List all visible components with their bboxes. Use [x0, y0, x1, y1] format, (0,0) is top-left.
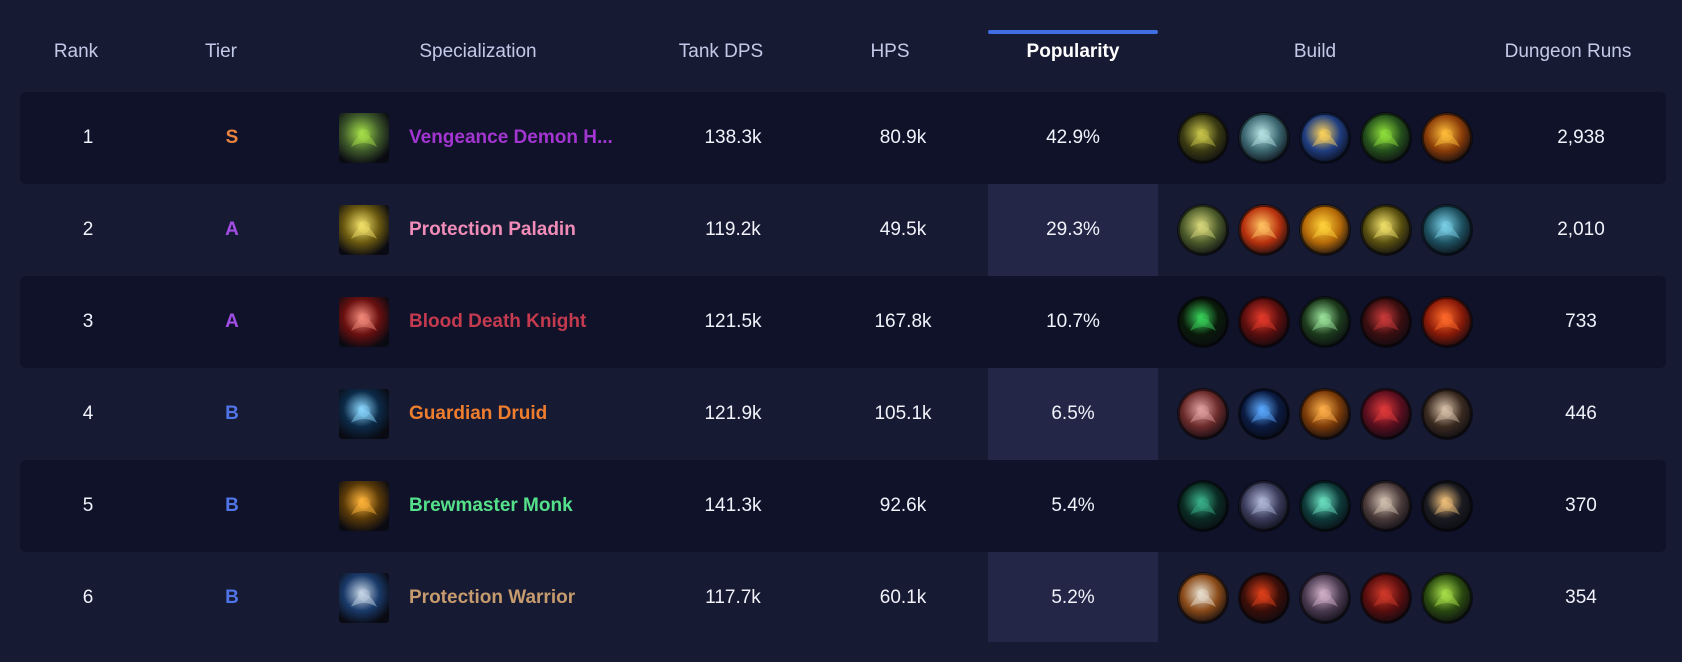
hps-cell: 80.9k — [879, 127, 927, 148]
column-header-hps[interactable]: HPS — [870, 41, 910, 62]
column-header-tank-dps[interactable]: Tank DPS — [678, 41, 764, 62]
table-row[interactable]: 1 S Vengeance Demon H... 138.3k 80.9k 42.9% 2,… — [20, 92, 1666, 184]
tank-dps-cell: 138.3k — [704, 127, 762, 148]
fiery-slam-talent-icon[interactable] — [1239, 573, 1289, 623]
rank-cell: 4 — [82, 403, 94, 424]
brewmaster-monk-icon — [339, 481, 389, 531]
table-row[interactable]: 6 B Protection Warrior 117.7k 60.1k 5.2% 354 — [20, 552, 1666, 644]
crimson-blade-talent-icon[interactable] — [1361, 297, 1411, 347]
tier-badge: B — [225, 495, 239, 516]
spec-name-link[interactable]: Protection Warrior — [409, 587, 576, 608]
hps-cell: 49.5k — [879, 219, 927, 240]
sort-indicator — [988, 30, 1158, 34]
spec-name-link[interactable]: Brewmaster Monk — [409, 495, 573, 516]
lion-head-talent-icon[interactable] — [1178, 205, 1228, 255]
table-header: Rank Tier Specialization Tank DPS HPS Po… — [0, 34, 1682, 70]
spec-name-link[interactable]: Vengeance Demon H... — [409, 127, 613, 148]
battle-shout-talent-icon[interactable] — [1300, 573, 1350, 623]
hps-cell: 60.1k — [879, 587, 927, 608]
vengeance-demon-hunter-icon — [339, 113, 389, 163]
dungeon-runs-cell: 733 — [1565, 311, 1597, 332]
blood-death-knight-icon — [339, 297, 389, 347]
table-row[interactable]: 5 B Brewmaster Monk 141.3k 92.6k 5.4% 370 — [20, 460, 1666, 552]
popularity-cell: 29.3% — [1046, 219, 1100, 240]
fel-demon-talent-icon[interactable] — [1361, 113, 1411, 163]
popularity-cell: 42.9% — [1046, 127, 1100, 148]
popularity-cell: 6.5% — [1051, 403, 1095, 424]
golden-helm-talent-icon[interactable] — [1361, 205, 1411, 255]
hps-cell: 105.1k — [874, 403, 932, 424]
blood-skull-talent-icon[interactable] — [1239, 297, 1289, 347]
claw-swipe-talent-icon[interactable] — [1178, 389, 1228, 439]
tank-dps-cell: 121.9k — [704, 403, 762, 424]
dungeon-runs-cell: 370 — [1565, 495, 1597, 516]
bear-claw-talent-icon[interactable] — [1422, 389, 1472, 439]
column-header-build[interactable]: Build — [1293, 41, 1337, 62]
spec-name-link[interactable]: Guardian Druid — [409, 403, 548, 424]
guardian-druid-icon — [339, 389, 389, 439]
column-header-dungeon-runs[interactable]: Dungeon Runs — [1504, 41, 1632, 62]
popularity-cell: 10.7% — [1046, 311, 1100, 332]
hps-cell: 92.6k — [879, 495, 927, 516]
dungeon-runs-cell: 354 — [1565, 587, 1597, 608]
green-skull-talent-icon[interactable] — [1300, 297, 1350, 347]
holy-pillar-talent-icon[interactable] — [1239, 205, 1289, 255]
tier-badge: S — [225, 127, 239, 148]
column-header-rank[interactable]: Rank — [53, 41, 99, 62]
rank-cell: 3 — [82, 311, 94, 332]
jade-serpent-talent-icon[interactable] — [1300, 481, 1350, 531]
tank-dps-cell: 119.2k — [705, 219, 761, 240]
dark-portal-talent-icon[interactable] — [1178, 297, 1228, 347]
dungeon-runs-cell: 446 — [1565, 403, 1597, 424]
popularity-cell: 5.2% — [1051, 587, 1095, 608]
spec-name-link[interactable]: Blood Death Knight — [409, 311, 587, 332]
green-orc-talent-icon[interactable] — [1422, 573, 1472, 623]
nature-totem-talent-icon[interactable] — [1300, 389, 1350, 439]
tier-badge: B — [225, 403, 239, 424]
spec-name-link[interactable]: Protection Paladin — [409, 219, 576, 240]
demon-skull-talent-icon[interactable] — [1178, 113, 1228, 163]
bear-roar-talent-icon[interactable] — [1361, 389, 1411, 439]
starry-ox-talent-icon[interactable] — [1422, 481, 1472, 531]
rank-cell: 6 — [82, 587, 94, 608]
dungeon-runs-cell: 2,010 — [1557, 219, 1605, 240]
fire-fist-talent-icon[interactable] — [1422, 113, 1472, 163]
tier-badge: A — [225, 311, 239, 332]
dungeon-runs-cell: 2,938 — [1557, 127, 1605, 148]
rune-shield-talent-icon[interactable] — [1422, 205, 1472, 255]
rank-cell: 1 — [82, 127, 94, 148]
golden-avatar-talent-icon[interactable] — [1300, 205, 1350, 255]
column-header-popularity[interactable]: Popularity — [1026, 41, 1120, 62]
tank-dps-cell: 121.5k — [704, 311, 762, 332]
column-header-specialization[interactable]: Specialization — [419, 41, 537, 62]
light-burst-talent-icon[interactable] — [1300, 113, 1350, 163]
tank-dps-cell: 141.3k — [704, 495, 762, 516]
rank-cell: 2 — [82, 219, 94, 240]
monk-strike-talent-icon[interactable] — [1239, 481, 1289, 531]
jade-vortex-talent-icon[interactable] — [1178, 481, 1228, 531]
table-row[interactable]: 4 B Guardian Druid 121.9k 105.1k 6.5% 446 — [20, 368, 1666, 460]
ironskin-talent-icon[interactable] — [1361, 481, 1411, 531]
spectral-skull-talent-icon[interactable] — [1239, 113, 1289, 163]
table-row[interactable]: 3 A Blood Death Knight 121.5k 167.8k 10.7% 733 — [20, 276, 1666, 368]
silver-shield-talent-icon[interactable] — [1178, 573, 1228, 623]
tank-dps-cell: 117.7k — [705, 587, 761, 608]
protection-warrior-icon — [339, 573, 389, 623]
demon-rage-talent-icon[interactable] — [1361, 573, 1411, 623]
table-row[interactable]: 2 A Protection Paladin 119.2k 49.5k 29.3% 2,01… — [20, 184, 1666, 276]
column-header-tier[interactable]: Tier — [204, 41, 238, 62]
heart-flame-talent-icon[interactable] — [1422, 297, 1472, 347]
moonfire-talent-icon[interactable] — [1239, 389, 1289, 439]
tier-badge: B — [225, 587, 239, 608]
rank-cell: 5 — [82, 495, 94, 516]
protection-paladin-icon — [339, 205, 389, 255]
hps-cell: 167.8k — [874, 311, 932, 332]
tier-badge: A — [225, 219, 239, 240]
popularity-cell: 5.4% — [1051, 495, 1095, 516]
